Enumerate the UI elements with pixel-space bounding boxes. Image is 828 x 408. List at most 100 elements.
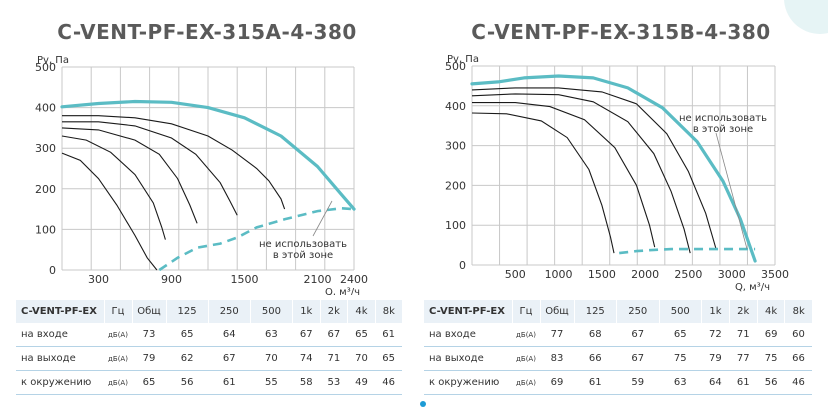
table-cell: 73 — [132, 323, 166, 347]
model-header: C-VENT-PF-EX — [16, 300, 104, 323]
x-tick-label: 1500 — [231, 273, 259, 286]
noise-table-a: C-VENT-PF-EX Гц Общ 125 250 500 1k 2k 4k 8k на вхо… — [16, 300, 402, 395]
y-tick-label: 0 — [49, 264, 56, 277]
x-tick-label: 3000 — [718, 268, 746, 281]
table-cell: 79 — [132, 346, 166, 371]
table-cell: 75 — [659, 346, 702, 371]
unit-header: Гц — [511, 300, 540, 323]
y-tick-label: 100 — [445, 219, 466, 232]
annotation-line: в этой зоне — [693, 124, 753, 135]
table-cell: 65 — [375, 346, 402, 371]
table-cell: 70 — [250, 346, 293, 371]
table-cell: 71 — [320, 346, 348, 371]
table-cell: 59 — [616, 370, 659, 395]
column-header: Общ — [539, 300, 574, 323]
table-cell: 64 — [208, 323, 251, 347]
row-unit: дБ(А) — [512, 370, 540, 395]
table-cell: 60 — [784, 323, 812, 347]
table-cell: 63 — [250, 323, 293, 347]
column-header: 250 — [207, 300, 251, 323]
speed-curve-2 — [471, 93, 691, 254]
model-header: C-VENT-PF-EX — [424, 300, 512, 323]
table-cell: 77 — [729, 346, 758, 371]
row-label: на входе — [424, 323, 512, 347]
column-header: 8k — [784, 300, 812, 323]
column-header: 4k — [347, 300, 376, 323]
annotation-label: не использовать в этой зоне — [259, 239, 347, 261]
speed-curve-3 — [472, 102, 656, 248]
table-cell: 62 — [166, 346, 209, 371]
row-label: на входе — [16, 323, 104, 347]
chart-title-a: C-VENT-PF-EX-315A-4-380 — [57, 20, 357, 44]
table-cell: 68 — [574, 323, 617, 347]
table-cell: 69 — [757, 323, 785, 347]
table-cell: 79 — [701, 346, 730, 371]
speed-curve-3 — [61, 127, 198, 224]
page-indicator-dot — [420, 401, 426, 407]
table-cell: 46 — [375, 370, 402, 395]
y-axis-label: Pv, Па — [447, 54, 479, 65]
x-tick-label: 2400 — [340, 273, 368, 286]
column-header: 125 — [165, 300, 209, 323]
column-header: 125 — [573, 300, 617, 323]
y-tick-label: 400 — [445, 100, 466, 113]
table-cell: 64 — [701, 370, 730, 395]
chart-title-b: C-VENT-PF-EX-315B-4-380 — [471, 20, 771, 44]
table-cell: 67 — [616, 323, 659, 347]
table-row: на выходе дБ(А) 79 62 67 70 74 71 70 65 — [16, 346, 402, 371]
x-tick-label: 3500 — [761, 268, 789, 281]
row-label: к окружению — [16, 370, 104, 395]
row-unit: дБ(А) — [104, 346, 132, 371]
y-tick-label: 500 — [445, 60, 466, 73]
x-tick-label: 900 — [161, 273, 182, 286]
column-header: 8k — [374, 300, 402, 323]
column-header: 2k — [319, 300, 348, 323]
table-cell: 65 — [132, 370, 166, 395]
x-tick-label: 1500 — [588, 268, 616, 281]
x-axis-label: Q, м³/ч — [325, 287, 360, 295]
column-header: 1k — [291, 300, 321, 323]
table-cell: 66 — [574, 346, 617, 371]
column-header: 500 — [658, 300, 702, 323]
max-performance-curve — [60, 99, 356, 211]
table-cell: 83 — [540, 346, 574, 371]
y-axis-label: Pv, Па — [37, 55, 69, 66]
table-cell: 70 — [347, 346, 376, 371]
annotation-line: не использовать — [679, 113, 767, 124]
table-cell: 61 — [729, 370, 758, 395]
column-header: 1k — [701, 300, 730, 323]
annotation-line: в этой зоне — [273, 250, 333, 261]
y-tick-label: 500 — [35, 61, 56, 74]
unit-header: Гц — [103, 300, 132, 323]
table-cell: 67 — [292, 323, 321, 347]
table-header-row: C-VENT-PF-EX Гц Общ 125 250 500 1k 2k 4k 8k — [424, 300, 812, 323]
table-cell: 55 — [250, 370, 293, 395]
y-tick-label: 100 — [35, 223, 56, 236]
y-tick-label: 300 — [35, 142, 56, 155]
x-tick-label: 2000 — [631, 268, 659, 281]
table-cell: 74 — [292, 346, 321, 371]
fan-curve-chart-a: 0 100 200 300 400 500 300 900 1500 2100 2400 Pv, Па… — [35, 55, 368, 295]
table-cell: 66 — [784, 346, 812, 371]
table-cell: 67 — [616, 346, 659, 371]
y-tick-label: 200 — [35, 183, 56, 196]
column-header: 250 — [616, 300, 659, 323]
table-row: на выходе дБ(А) 83 66 67 75 79 77 75 66 — [424, 346, 812, 371]
row-unit: дБ(А) — [512, 346, 540, 371]
speed-curve-4 — [471, 112, 615, 254]
row-unit: дБ(А) — [512, 323, 540, 347]
table-cell: 65 — [659, 323, 702, 347]
table-header-row: C-VENT-PF-EX Гц Общ 125 250 500 1k 2k 4k 8k — [16, 300, 402, 323]
row-unit: дБ(А) — [104, 323, 132, 347]
table-cell: 67 — [208, 346, 251, 371]
speed-curve-2 — [62, 121, 238, 216]
column-header: 4k — [756, 300, 785, 323]
x-axis-label: Q, м³/ч — [735, 282, 770, 293]
speed-curve-5 — [61, 152, 158, 271]
table-cell: 69 — [540, 370, 574, 395]
x-tick-label: 1000 — [545, 268, 573, 281]
table-row: на входе дБ(А) 77 68 67 65 72 71 69 60 — [424, 323, 812, 347]
speed-curve-4 — [61, 135, 166, 240]
annotation-leader-line — [312, 200, 333, 237]
usage-limit-dashed-line — [619, 247, 756, 255]
